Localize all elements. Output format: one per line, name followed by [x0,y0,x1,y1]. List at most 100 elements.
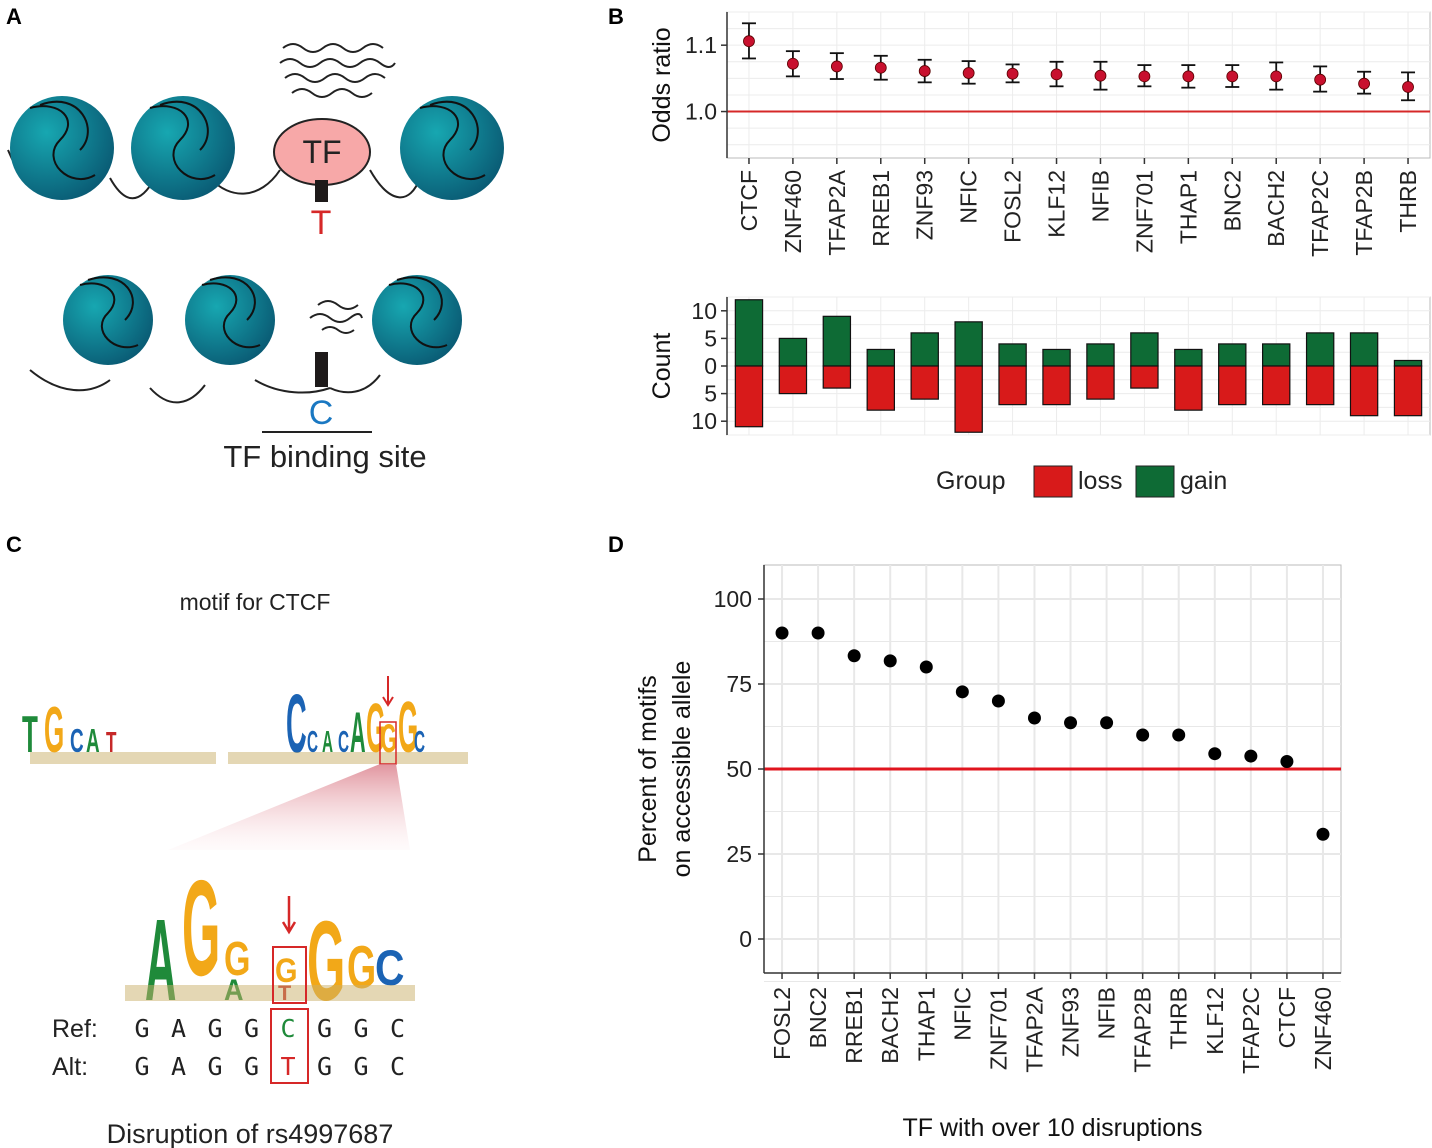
d-x-tick-label: ZNF460 [1310,987,1336,1070]
count-bar-gain [1218,343,1247,367]
nucleosome-1 [10,96,114,200]
odds-point [1182,70,1195,83]
count-bar-gain [734,299,764,367]
odds-x-tick-label: THRB [1395,170,1421,233]
panel-d-letter: D [608,532,624,557]
d-y-tick-label: 0 [739,926,752,952]
ref-base: G [207,1014,222,1043]
count-bar-loss [1174,365,1203,411]
panel-b: B 1.0 1.1 Odds ratio CTCF ZNF460 TFAP2A RREB1 Z… [608,4,1431,498]
svg-text:G: G [275,951,297,990]
odds-point [1006,67,1019,80]
d-point [1172,728,1186,742]
d-x-tick-label: NFIB [1094,987,1120,1039]
svg-text:T: T [22,705,38,763]
odds-x-tick-label: KLF12 [1044,170,1070,238]
d-point [991,694,1005,708]
tf-label: TF [302,134,341,170]
odds-x-tick-label: CTCF [736,170,762,231]
count-bar-loss [866,365,896,411]
count-bar-loss [954,365,983,433]
count-bar-loss [734,365,764,428]
ref-base: G [134,1014,149,1043]
count-bar-gain [1174,348,1203,367]
odds-point [1270,70,1283,83]
count-bar-loss [910,365,939,400]
allele-t: T [311,204,332,242]
motif-title: motif for CTCF [180,589,331,615]
count-bar-gain [954,321,983,367]
odds-point [1402,81,1414,93]
d-y-tick-label: 75 [726,671,752,697]
svg-text:A: A [322,725,333,759]
d-x-tick-label: RREB1 [841,987,867,1064]
odds-x-tick-label: TFAP2B [1351,170,1377,256]
alt-base: G [244,1052,259,1081]
nucleosome-2 [131,96,235,200]
odds-y-tick-label: 1.1 [685,32,717,58]
group-legend: Group loss gain [936,465,1227,498]
d-y-tick-label: 25 [726,841,752,867]
d-point [847,649,861,663]
legend-title: Group [936,467,1005,495]
svg-text:G: G [307,899,345,1025]
count-bar-loss [1130,365,1159,389]
odds-x-tick-label: ZNF93 [912,170,938,240]
d-x-tick-label: BNC2 [805,987,831,1048]
svg-text:A: A [86,721,100,759]
svg-text:C: C [286,678,307,770]
count-bar-loss [1261,365,1291,406]
d-y-tick-label: 50 [726,756,752,782]
d-x-tick-label: CTCF [1274,987,1300,1048]
svg-text:G: G [224,931,250,985]
ref-base: C [280,1014,295,1043]
count-bar-gain [910,332,939,367]
count-bar-gain [1042,348,1071,367]
odds-point [1314,73,1327,86]
svg-text:C: C [307,725,318,759]
nucleosome-5 [185,275,275,365]
odds-point [1138,70,1151,83]
panel-c-letter: C [6,532,22,557]
binding-site-label: TF binding site [223,439,426,474]
count-bar-loss [1393,365,1423,417]
d-point [883,654,897,668]
svg-text:T: T [106,727,117,759]
panel-c: C motif for CTCF T G C A T C C A C A G G… [6,532,468,1148]
alt-base: T [280,1052,295,1081]
svg-text:A: A [350,702,366,766]
count-y-tick-label: 10 [691,298,717,324]
odds-y-tick-label: 1.0 [685,99,717,125]
percent-accessible-plot: 0 25 50 75 100 Percent of motifs on accessible… [634,564,1342,1142]
ref-base: G [353,1014,368,1043]
d-y-tick-label: 100 [714,586,752,612]
alt-base: G [317,1052,332,1081]
odds-ratio-plot: 1.0 1.1 Odds ratio CTCF ZNF460 TFAP2A RREB1 ZNF… [648,11,1431,257]
tf-protein: TF [273,118,371,186]
d-point [811,626,825,640]
count-bar-gain [1086,343,1115,367]
d-point [1027,711,1041,725]
svg-text:G: G [44,694,64,766]
disruption-caption: Disruption of rs4997687 [107,1119,394,1148]
count-bar-gain [778,337,808,367]
count-bar-loss [1218,365,1247,406]
count-bar-loss [778,365,808,395]
ref-label: Ref: [52,1015,98,1043]
count-bar-gain [1305,332,1335,367]
alt-base: C [390,1052,405,1081]
ref-base: C [390,1014,405,1043]
chromatin-signal-top [279,43,396,98]
count-bar-gain [822,315,852,367]
odds-point [1226,70,1239,83]
d-x-tick-label: BACH2 [877,987,903,1064]
legend-label-gain: gain [1180,467,1227,495]
count-y-tick-label: 5 [704,381,717,407]
odds-point [1094,69,1107,82]
svg-text:C: C [414,725,425,759]
d-x-tick-label: ZNF93 [1058,987,1084,1057]
odds-point [830,60,843,73]
count-bar-gain [1393,359,1423,367]
